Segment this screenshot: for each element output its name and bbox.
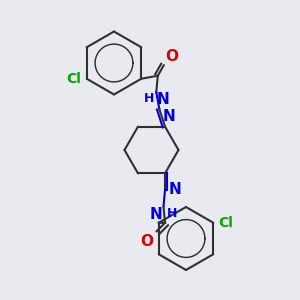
Text: Cl: Cl xyxy=(66,72,81,86)
Text: H: H xyxy=(143,92,154,105)
Text: N: N xyxy=(157,92,169,106)
Text: O: O xyxy=(165,49,178,64)
Text: O: O xyxy=(141,234,154,249)
Text: N: N xyxy=(163,109,175,124)
Text: H: H xyxy=(167,207,177,220)
Text: N: N xyxy=(149,207,162,222)
Text: Cl: Cl xyxy=(219,216,234,230)
Text: N: N xyxy=(169,182,181,197)
